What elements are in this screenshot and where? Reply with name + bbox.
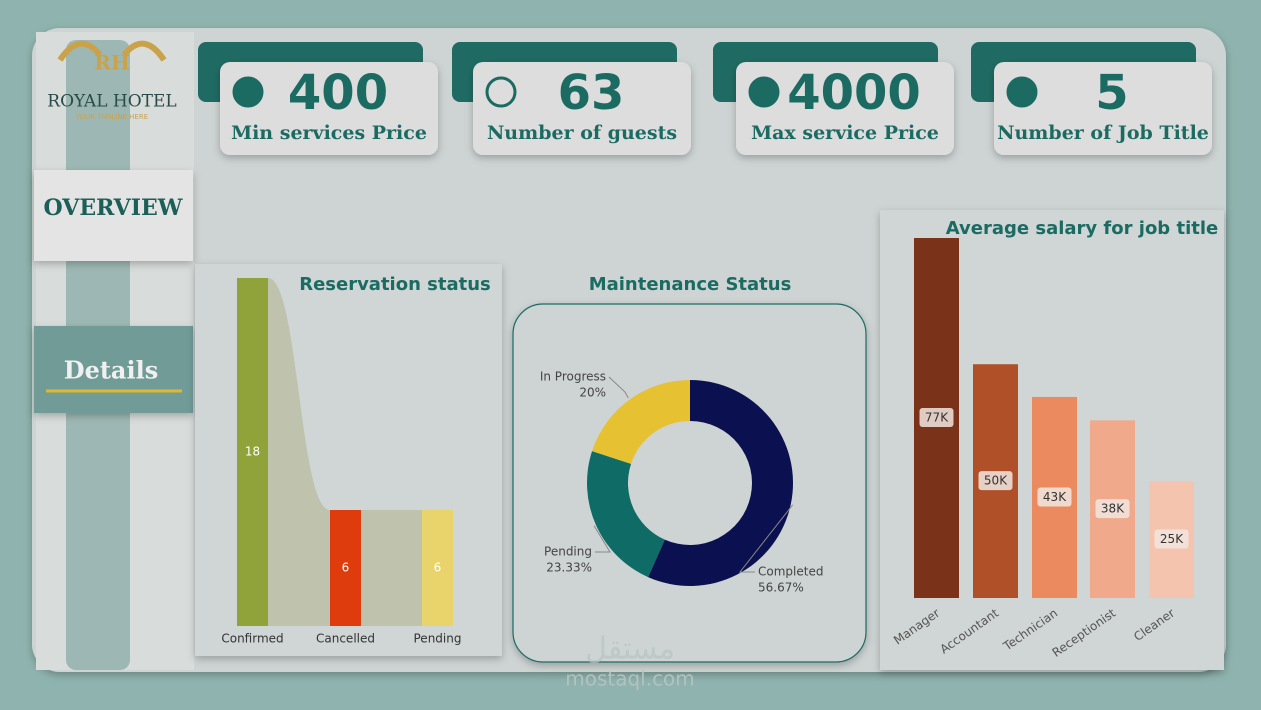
donut-slice	[587, 451, 665, 578]
x-tick-label: Confirmed	[221, 632, 283, 646]
slice-label: In Progress	[540, 370, 606, 384]
x-tick-label: Cancelled	[316, 632, 375, 646]
kpi-card	[473, 62, 691, 155]
kpi-value: 400	[288, 65, 388, 121]
nav-label[interactable]: OVERVIEW	[44, 195, 183, 221]
chart-title: Average salary for job title	[946, 218, 1218, 239]
donut-slice	[592, 380, 690, 464]
donut-slice	[648, 380, 793, 586]
kpi-value: 4000	[787, 65, 921, 121]
kpi-icon	[485, 76, 517, 108]
nav-label[interactable]: Details	[64, 356, 158, 385]
slice-value: 20%	[579, 386, 606, 400]
ribbon	[361, 510, 422, 626]
data-label: 50K	[984, 474, 1008, 488]
nav-details[interactable]	[34, 326, 193, 413]
kpi-value: 5	[1095, 65, 1128, 121]
kpi-label: Min services Price	[231, 122, 427, 144]
leader-line	[593, 525, 611, 553]
watermark: مستقل	[585, 632, 675, 667]
bar	[237, 278, 268, 626]
kpi-icon	[232, 76, 264, 108]
data-label-box	[1154, 529, 1189, 549]
nav-overview[interactable]	[34, 170, 193, 261]
kpi-card	[736, 62, 954, 155]
data-label: 77K	[925, 411, 949, 425]
slice-label: Pending	[544, 545, 592, 559]
data-label: 18	[245, 445, 260, 459]
chart-title: Maintenance Status	[589, 274, 792, 295]
chart-title: Reservation status	[299, 274, 491, 295]
leader-line	[608, 376, 629, 399]
kpi-card	[994, 62, 1212, 155]
kpi-icon	[748, 76, 780, 108]
kpi-card	[220, 62, 438, 155]
data-label: 25K	[1160, 532, 1184, 546]
kpi-label: Number of guests	[487, 122, 677, 144]
bar	[330, 510, 361, 626]
kpi-icon	[1006, 76, 1038, 108]
watermark: mostaql.com	[565, 667, 695, 691]
logo-name: ROYAL HOTEL	[47, 92, 176, 112]
bar	[422, 510, 453, 626]
kpi-label: Number of Job Title	[997, 122, 1209, 144]
chart-panel	[512, 303, 867, 663]
slice-value: 56.67%	[758, 581, 804, 595]
logo-wings	[57, 40, 167, 62]
slice-value: 23.33%	[546, 561, 592, 575]
leader-line	[738, 504, 794, 573]
data-label-box	[919, 408, 954, 427]
x-tick-label: Pending	[414, 632, 462, 646]
data-label-box	[1037, 487, 1072, 507]
data-label: 6	[434, 561, 442, 575]
data-label: 6	[342, 561, 350, 575]
data-label-box	[978, 471, 1013, 491]
data-label: 43K	[1043, 490, 1067, 504]
data-label: 38K	[1101, 502, 1125, 516]
data-label-box	[1095, 499, 1130, 519]
ribbon	[268, 278, 330, 626]
logo-monogram: RH	[94, 51, 130, 75]
kpi-label: Max service Price	[751, 122, 939, 144]
kpi-value: 63	[558, 65, 625, 121]
logo-tagline: YOUR TAGLINE HERE	[75, 113, 148, 121]
slice-label: Completed	[758, 565, 823, 579]
